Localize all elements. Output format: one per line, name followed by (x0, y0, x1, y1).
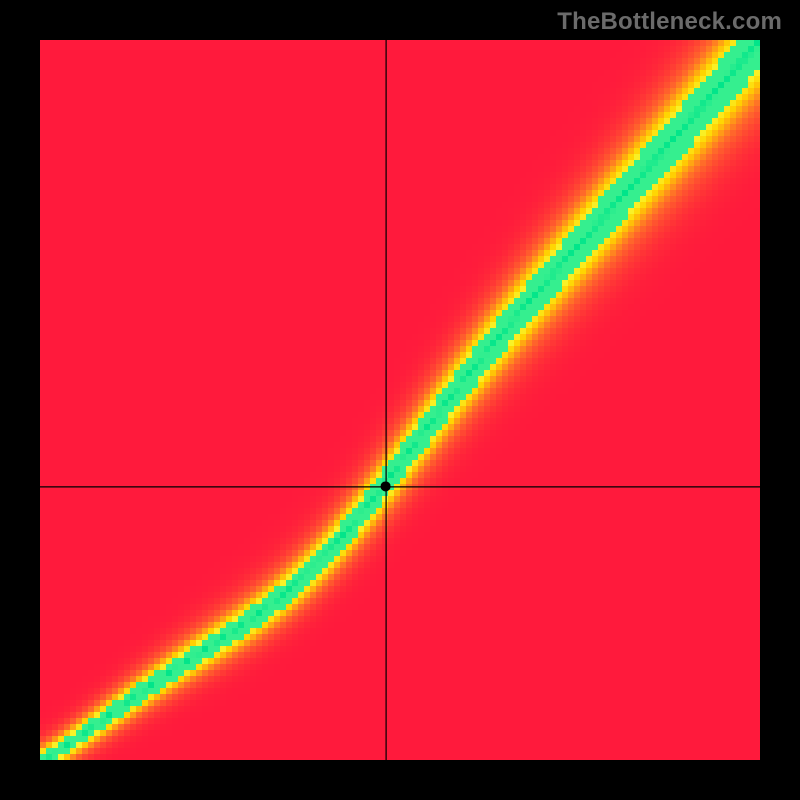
watermark-label: TheBottleneck.com (557, 8, 782, 36)
bottleneck-heatmap (40, 40, 760, 760)
chart-container: TheBottleneck.com (0, 0, 800, 800)
